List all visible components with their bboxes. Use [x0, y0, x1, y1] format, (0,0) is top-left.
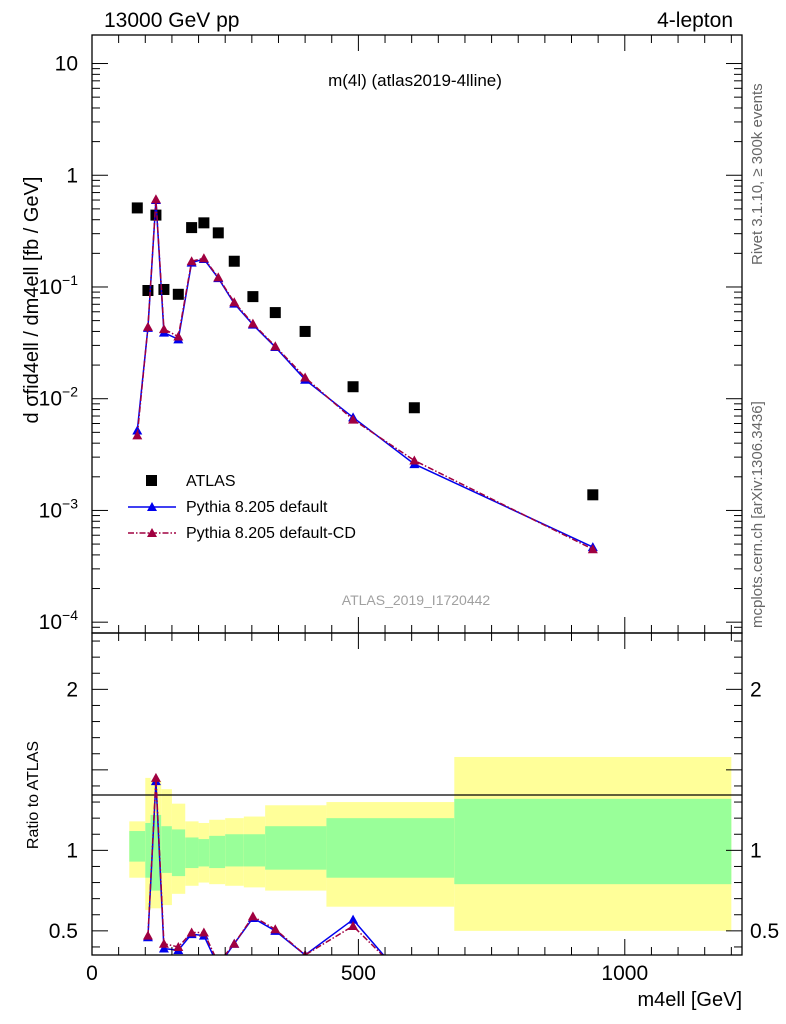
legend-label: Pythia 8.205 default	[186, 499, 328, 516]
ratio-series-group	[142, 772, 395, 970]
atlas-data-point	[587, 489, 599, 501]
x-axis-label: m4ell [GeV]	[638, 989, 742, 1011]
main-plot-title: m(4l) (atlas2019-4lline)	[328, 71, 502, 90]
main-y-tick-label: 10−3	[39, 495, 79, 522]
mc-marker-default-cd	[158, 324, 169, 334]
atlas-data-point	[198, 217, 210, 229]
ratio-band-inner	[454, 798, 732, 885]
header-channel-label: 4-lepton	[657, 9, 733, 32]
atlas-data-point	[347, 381, 359, 393]
atlas-data-point	[247, 291, 259, 303]
ratio-marker-default-cd	[385, 958, 395, 967]
main-y-tick-label: 10−2	[39, 384, 79, 411]
ratio-band-inner	[161, 826, 172, 873]
mc-marker-default-cd	[348, 414, 359, 424]
mc-marker-default-cd	[173, 331, 184, 341]
ratio-marker-default-cd	[186, 927, 197, 937]
ratio-band-inner	[198, 839, 210, 867]
ratio-band-inner	[145, 822, 151, 878]
mc-marker-default-cd	[300, 372, 311, 382]
mc-marker-default-cd	[587, 544, 598, 554]
atlas-data-point	[142, 285, 154, 297]
mc-line-default-cd	[136, 199, 594, 550]
mc-marker-default-cd	[198, 253, 209, 263]
ratio-marker-default-cd	[150, 772, 161, 782]
atlas-data-point	[150, 209, 162, 221]
atlas-data-point	[172, 288, 184, 300]
main-y-axis-label: d σfid4ell / dm4ell [fb / GeV]	[21, 177, 43, 424]
axes-group: 10−4 10−3 10−2 10−1 1 10 0 500 1000 0.5 0.5 1 1 2 2	[39, 35, 779, 985]
x-tick-label: 0	[86, 962, 98, 985]
atlas-data-point	[186, 222, 198, 234]
ratio-marker-default	[385, 958, 395, 967]
ratio-band-inner	[171, 829, 186, 877]
mc-marker-default-cd	[213, 272, 224, 282]
ratio-marker-default-cd	[348, 921, 359, 931]
ratio-marker-default	[348, 914, 359, 924]
rivet-version-label: Rivet 3.1.10, ≥ 300k events	[749, 83, 766, 265]
mc-marker-default-cd	[142, 321, 153, 331]
ratio-band-inner	[150, 814, 162, 891]
ratio-marker-default-cd	[198, 927, 209, 937]
ratio-marker-default-cd	[247, 911, 258, 921]
main-series-group	[131, 194, 599, 554]
ratio-marker-default-cd	[158, 938, 169, 948]
ratio-marker-default	[213, 961, 223, 970]
main-y-tick-label: 1	[66, 164, 78, 187]
ratio-y-tick-label: 2	[66, 678, 78, 701]
ratio-band-inner	[129, 831, 146, 862]
mcplots-label: mcplots.cern.ch [arXiv:1306.3436]	[749, 401, 766, 628]
legend-marker-default-cd	[147, 528, 157, 537]
legend-label: Pythia 8.205 default-CD	[186, 525, 356, 542]
ratio-band-inner	[185, 837, 199, 869]
mc-marker-default-cd	[150, 194, 161, 204]
header-process-label: 13000 GeV pp	[104, 9, 239, 32]
main-y-tick-label: 10	[55, 53, 78, 76]
atlas-data-point	[158, 283, 170, 295]
ratio-y-tick-label-right: 0.5	[750, 920, 779, 943]
ratio-y-tick-label: 1	[66, 839, 78, 862]
mc-marker-default-cd	[270, 341, 281, 351]
ratio-marker-default-cd	[142, 930, 153, 940]
legend-marker-default	[147, 502, 157, 511]
ratio-band-inner	[243, 834, 266, 867]
ratio-band-inner	[209, 835, 226, 869]
ratio-marker-default	[158, 943, 169, 953]
atlas-data-point	[212, 227, 224, 239]
x-tick-label: 1000	[601, 962, 648, 985]
main-plot-frame	[91, 34, 743, 634]
ratio-y-axis-label: Ratio to ATLAS	[25, 741, 42, 849]
main-y-tick-label: 10−1	[39, 272, 79, 299]
mc-marker-default-cd	[186, 256, 197, 266]
legend-marker-atlas	[146, 475, 157, 486]
ratio-uncertainty-bands	[129, 756, 732, 931]
ratio-y-tick-label: 0.5	[49, 920, 78, 943]
atlas-data-point	[299, 325, 311, 337]
ratio-marker-default-cd	[229, 938, 240, 948]
mc-marker-default-cd	[247, 318, 258, 328]
ratio-marker-default-cd	[270, 924, 281, 934]
ratio-marker-default-cd	[173, 941, 184, 951]
ratio-plot-frame	[91, 632, 743, 956]
atlas-data-point	[131, 202, 143, 214]
analysis-watermark: ATLAS_2019_I1720442	[342, 592, 491, 608]
x-tick-label: 500	[341, 962, 376, 985]
mc-marker-default-cd	[229, 297, 240, 307]
ratio-y-tick-label-right: 2	[750, 678, 762, 701]
ratio-band-inner	[265, 826, 327, 870]
mc-marker-default-cd	[132, 430, 143, 440]
legend-label: ATLAS	[186, 473, 236, 490]
mc-line-default	[136, 199, 594, 548]
mc-marker-default-cd	[409, 455, 420, 465]
atlas-data-point	[269, 307, 281, 319]
legend: ATLAS Pythia 8.205 default Pythia 8.205 de…	[128, 473, 356, 542]
ratio-band-inner	[326, 818, 455, 878]
ratio-marker-default-cd	[213, 958, 223, 967]
main-y-tick-label: 10−4	[39, 607, 79, 634]
atlas-data-point	[228, 255, 240, 267]
atlas-data-point	[408, 402, 420, 414]
ratio-band-inner	[225, 834, 244, 867]
ratio-y-tick-label-right: 1	[750, 839, 762, 862]
